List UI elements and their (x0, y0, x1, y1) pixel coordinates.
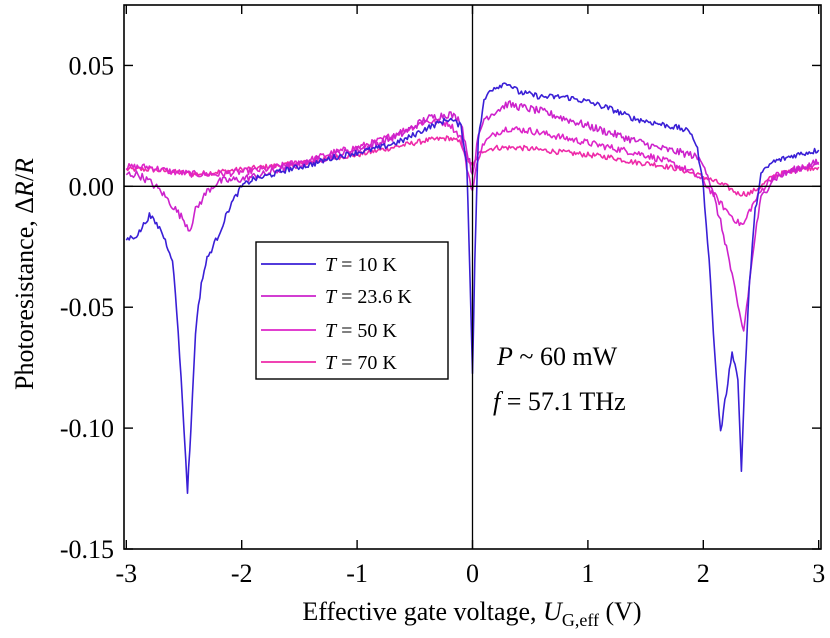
legend-label: T = 50 K (325, 320, 397, 342)
legend-label: T = 23.6 K (325, 286, 412, 308)
y-axis-title-var1: R (10, 181, 39, 198)
x-tick-label: 2 (697, 559, 710, 588)
legend-entry: T = 10 K (261, 254, 397, 276)
legend: T = 10 K T = 23.6 K T = 50 K T = 70 K (255, 241, 449, 380)
x-axis-title-suffix: (V) (599, 597, 642, 626)
legend-label: T = 10 K (325, 254, 397, 276)
annotation-power: P ~ 60 mW (496, 342, 618, 371)
x-tick-label: -3 (115, 559, 137, 588)
annotation-frequency: f = 57.1 THz (493, 387, 626, 416)
x-axis-title-subscript: G,eff (562, 610, 599, 630)
x-tick-label: 0 (466, 559, 479, 588)
y-axis-title: Photoresistance, ΔR/R (10, 158, 39, 390)
y-tick-label: -0.10 (60, 414, 114, 443)
y-axis-title-prefix: Photoresistance, Δ (10, 197, 39, 390)
x-tick-label: 3 (812, 559, 825, 588)
ticks-layer: -3 -2 -1 0 1 2 3 -0.15 -0.10 -0.05 0.00 0.05 (60, 5, 825, 588)
y-tick-label: 0.00 (69, 172, 115, 201)
y-axis-title-slash: / (10, 173, 39, 181)
x-tick-label: -2 (231, 559, 253, 588)
y-axis-title-var2: R (10, 158, 39, 175)
x-tick-label: 1 (581, 559, 594, 588)
legend-entry: T = 70 K (261, 352, 397, 374)
legend-label: T = 70 K (325, 352, 397, 374)
x-axis-title-var: U (543, 597, 564, 626)
x-tick-label: -1 (346, 559, 368, 588)
y-tick-label: 0.05 (69, 51, 115, 80)
y-tick-label: -0.15 (60, 535, 114, 564)
series-line (125, 118, 820, 227)
legend-entry: T = 23.6 K (261, 286, 412, 308)
y-tick-label: -0.05 (60, 293, 114, 322)
x-axis-title-prefix: Effective gate voltage, (302, 597, 543, 626)
x-axis-title: Effective gate voltage, UG,eff (V) (302, 597, 641, 630)
series-line (125, 100, 820, 332)
legend-entry: T = 50 K (261, 320, 397, 342)
